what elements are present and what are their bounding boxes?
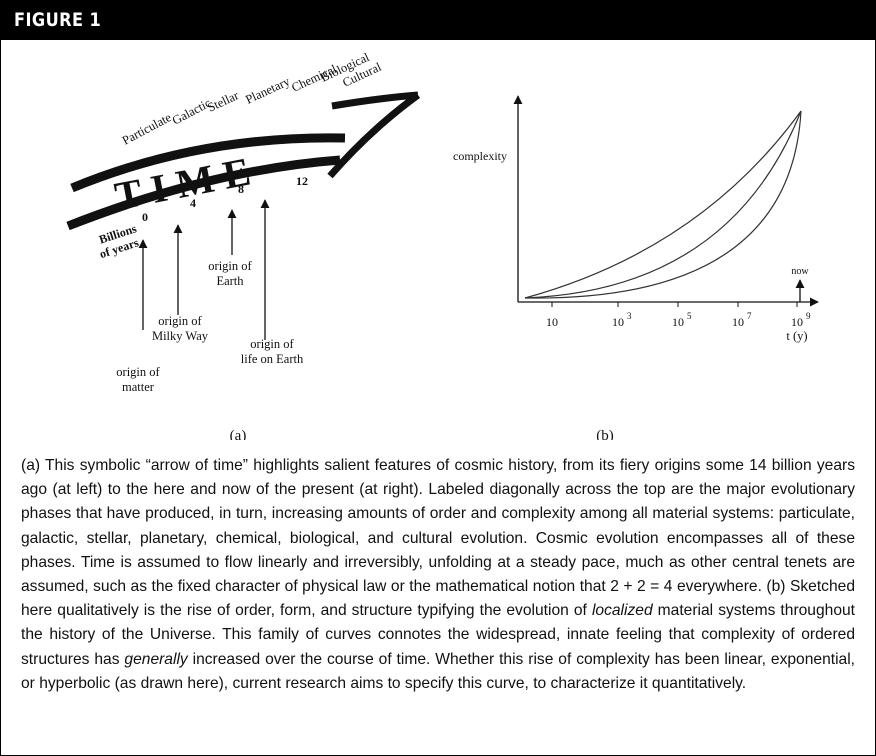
event-label: origin of	[208, 259, 252, 273]
tick-exponent: 3	[627, 311, 632, 321]
curve	[525, 111, 801, 298]
tick-exponent: 7	[747, 311, 752, 321]
y-axis-label: complexity	[453, 149, 507, 163]
event-label: life on Earth	[241, 352, 304, 366]
age-label: 4	[190, 196, 196, 210]
tick-base: 10	[546, 315, 558, 329]
figure-panels: TIME Particulate Galactic Stellar Planet…	[0, 40, 876, 440]
event-label: Milky Way	[152, 329, 209, 343]
event-label: matter	[122, 380, 155, 394]
age-label: 8	[238, 182, 244, 196]
axis-unit: Billions of years	[93, 221, 143, 261]
now-label: now	[791, 266, 809, 277]
event-label: origin of	[158, 314, 202, 328]
figure-header: FIGURE 1	[0, 0, 876, 40]
phase-label: Particulate	[120, 110, 174, 148]
phase-label: Stellar	[205, 88, 241, 115]
caption-text: (a) This symbolic “arrow of time” highli…	[21, 457, 855, 619]
panel-tag: (a)	[230, 428, 247, 440]
age-label: 12	[296, 174, 308, 188]
x-tick-label: 10	[546, 315, 558, 329]
caption: (a) This symbolic “arrow of time” highli…	[21, 454, 855, 696]
tick-base: 10	[732, 315, 744, 329]
figure-label: FIGURE 1	[14, 9, 101, 31]
curve	[525, 111, 801, 298]
panel-a: TIME Particulate Galactic Stellar Planet…	[68, 50, 418, 440]
tick-base: 10	[672, 315, 684, 329]
tick-base: 10	[791, 315, 803, 329]
panel-tag: (b)	[596, 428, 614, 440]
event-labels: origin of matter origin of Milky Way ori…	[116, 259, 304, 394]
event-label: Earth	[216, 274, 244, 288]
age-label: 0	[142, 210, 148, 224]
caption-emphasis: generally	[124, 651, 187, 668]
caption-emphasis: localized	[592, 602, 653, 619]
curve	[525, 111, 801, 298]
tick-exponent: 9	[806, 311, 811, 321]
phase-label: Planetary	[243, 74, 292, 107]
tick-exponent: 5	[687, 311, 692, 321]
event-label: origin of	[250, 337, 294, 351]
event-label: origin of	[116, 365, 160, 379]
tick-base: 10	[612, 315, 624, 329]
x-axis-label: t (y)	[786, 329, 807, 343]
phase-labels: Particulate Galactic Stellar Planetary C…	[120, 50, 384, 148]
